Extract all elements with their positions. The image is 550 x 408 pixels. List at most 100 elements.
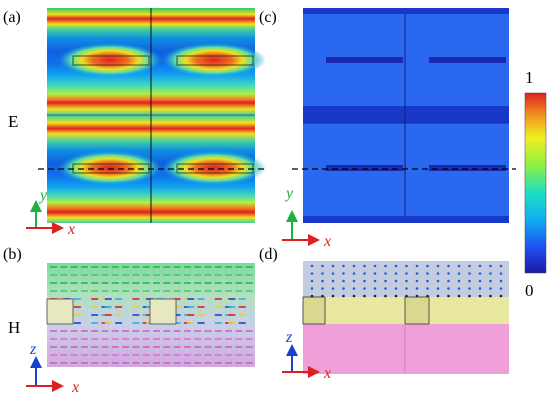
field-dot xyxy=(447,264,450,268)
field-dot xyxy=(468,294,471,298)
field-dot xyxy=(321,272,324,275)
field-dot xyxy=(373,279,377,283)
field-dot xyxy=(331,294,335,298)
panel-a-field-map xyxy=(47,8,266,223)
field-dot xyxy=(331,279,335,283)
field-dot xyxy=(342,272,345,275)
field-dot xyxy=(457,272,461,275)
field-dot xyxy=(342,287,345,290)
field-dot xyxy=(489,279,492,283)
field-dot xyxy=(321,294,324,298)
field-dot xyxy=(394,272,398,275)
field-dot xyxy=(457,279,461,283)
field-dot xyxy=(447,294,450,298)
field-dot xyxy=(499,272,503,275)
field-dot xyxy=(363,279,366,283)
field-dot xyxy=(489,287,492,290)
field-dot xyxy=(384,287,387,290)
field-dot xyxy=(363,272,366,275)
field-dot xyxy=(457,264,461,268)
field-dot xyxy=(447,287,450,290)
axis-indicator-b: z x xyxy=(26,341,79,396)
panel-b-arrow-field xyxy=(50,266,253,364)
field-dot xyxy=(499,294,503,298)
panel-b-field-map xyxy=(46,263,255,367)
axis-label-d-z: z xyxy=(285,329,293,346)
colorbar-min-label: 0 xyxy=(525,281,534,300)
field-dot xyxy=(352,272,356,275)
field-dot xyxy=(499,264,503,268)
field-dot xyxy=(499,279,503,283)
field-dot xyxy=(457,287,461,290)
field-dot xyxy=(331,272,335,275)
axis-label-a-x: x xyxy=(67,221,75,238)
field-dot xyxy=(426,272,429,275)
field-dot xyxy=(373,264,377,268)
field-dot xyxy=(310,272,314,275)
field-dot xyxy=(447,272,450,275)
field-dot xyxy=(468,287,471,290)
field-dot xyxy=(468,264,471,268)
field-dot xyxy=(426,294,429,298)
field-dot xyxy=(310,294,314,298)
field-dot xyxy=(384,279,387,283)
field-dot xyxy=(363,294,366,298)
row-label-h: H xyxy=(8,318,20,337)
field-dot xyxy=(310,287,314,290)
axis-label-c-x: x xyxy=(323,233,331,250)
field-dot xyxy=(363,287,366,290)
field-dot xyxy=(426,279,429,283)
field-dot xyxy=(405,279,408,283)
axis-label-c-y: y xyxy=(284,185,294,202)
field-dot xyxy=(394,294,398,298)
field-dot xyxy=(352,294,356,298)
field-dot xyxy=(436,287,440,290)
panel-d-dot-field xyxy=(310,264,503,298)
field-dot xyxy=(478,264,482,268)
field-dot xyxy=(405,264,408,268)
field-dot xyxy=(436,264,440,268)
field-dot xyxy=(489,264,492,268)
field-dot xyxy=(342,279,345,283)
field-dot xyxy=(478,272,482,275)
field-dot xyxy=(415,294,419,298)
axis-label-b-z: z xyxy=(29,341,37,358)
field-dot xyxy=(426,264,429,268)
panel-label-b: (b) xyxy=(3,246,22,263)
field-dot xyxy=(321,287,324,290)
field-dot xyxy=(426,287,429,290)
axis-indicator-c: y x xyxy=(282,185,331,250)
field-dot xyxy=(331,264,335,268)
colorbar-max-label: 1 xyxy=(525,68,534,87)
field-dot xyxy=(342,264,345,268)
field-dot xyxy=(489,294,492,298)
colorbar: 1 0 xyxy=(524,68,547,300)
axis-label-a-y: y xyxy=(38,187,48,204)
axis-indicator-a: y x xyxy=(26,187,75,238)
field-dot xyxy=(499,287,503,290)
axis-label-b-x: x xyxy=(71,379,79,396)
field-dot xyxy=(373,272,377,275)
field-dot xyxy=(436,272,440,275)
field-dot xyxy=(342,294,345,298)
field-dot xyxy=(373,287,377,290)
field-dot xyxy=(415,264,419,268)
field-dot xyxy=(331,287,335,290)
field-dot xyxy=(363,264,366,268)
field-dot xyxy=(394,287,398,290)
field-dot xyxy=(478,279,482,283)
row-label-e: E xyxy=(8,112,18,131)
panel-d-field-map xyxy=(302,261,509,374)
field-dot xyxy=(478,294,482,298)
field-dot xyxy=(415,287,419,290)
field-dot xyxy=(394,279,398,283)
field-dot xyxy=(457,294,461,298)
field-dot xyxy=(384,272,387,275)
field-dot xyxy=(384,264,387,268)
field-dot xyxy=(415,272,419,275)
field-dot xyxy=(310,279,314,283)
field-dot xyxy=(468,279,471,283)
field-dot xyxy=(352,279,356,283)
panel-label-d: (d) xyxy=(259,246,278,263)
